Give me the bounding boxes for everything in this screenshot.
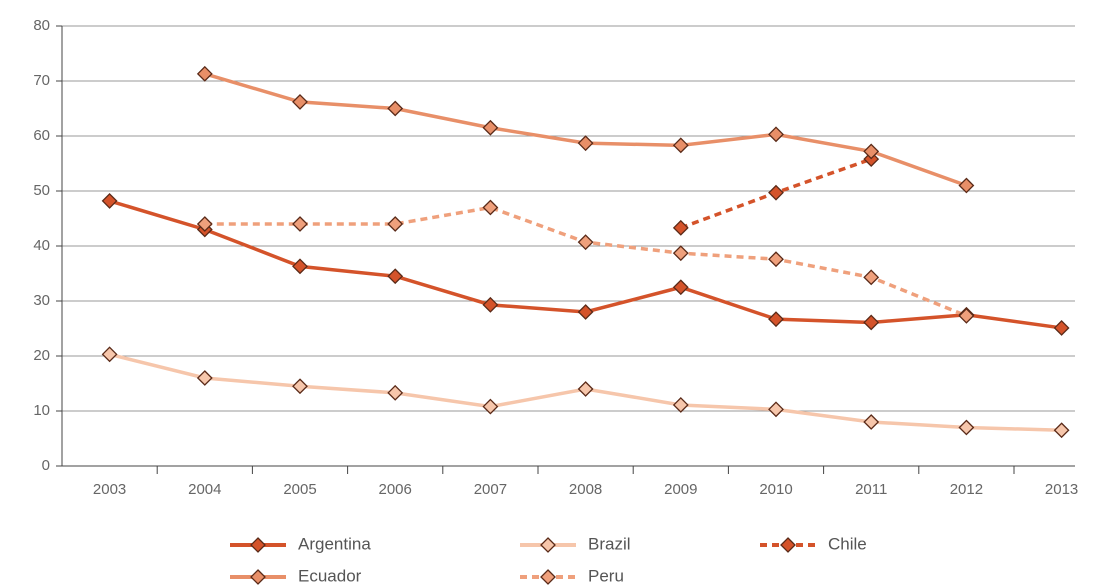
legend-marker <box>780 537 796 553</box>
point <box>958 307 975 324</box>
point <box>577 381 594 397</box>
point <box>292 93 308 110</box>
point <box>577 135 594 152</box>
y-tick-label: 10 <box>33 402 50 419</box>
x-tick-label: 2011 <box>855 481 887 498</box>
point <box>768 401 784 418</box>
point <box>387 268 404 285</box>
point <box>482 398 499 415</box>
point <box>292 216 308 232</box>
x-tick-label: 2004 <box>188 481 221 498</box>
point <box>768 184 784 201</box>
legend-marker <box>540 537 556 553</box>
x-tick-label: 2006 <box>379 481 412 498</box>
point <box>768 126 784 143</box>
point <box>101 346 118 363</box>
point <box>672 137 689 154</box>
legend-label: Ecuador <box>298 566 362 585</box>
point <box>672 219 689 236</box>
x-tick-label: 2012 <box>950 481 983 498</box>
x-tick-label: 2010 <box>759 481 792 498</box>
x-tick-label: 2005 <box>283 481 316 498</box>
x-tick-label: 2013 <box>1045 481 1078 498</box>
y-tick-label: 50 <box>33 182 50 199</box>
legend-label: Brazil <box>588 534 631 553</box>
y-tick-label: 30 <box>33 292 50 309</box>
point <box>482 119 499 136</box>
point <box>768 311 784 328</box>
x-tick-label: 2008 <box>569 481 602 498</box>
y-tick-label: 20 <box>33 347 50 364</box>
point <box>672 245 689 262</box>
legend-marker <box>250 569 266 585</box>
y-tick-label: 0 <box>42 457 50 474</box>
legend-marker <box>540 569 556 585</box>
point <box>482 199 499 216</box>
y-tick-label: 80 <box>33 17 50 34</box>
x-tick-label: 2003 <box>93 481 126 498</box>
point <box>292 378 308 395</box>
legend-marker <box>250 537 266 553</box>
y-tick-label: 70 <box>33 72 50 89</box>
point <box>1053 422 1070 439</box>
point <box>863 143 880 160</box>
legend-label: Chile <box>828 534 867 553</box>
point <box>958 419 975 436</box>
point <box>482 296 499 313</box>
series-line <box>204 205 968 318</box>
point <box>768 251 784 268</box>
point <box>958 177 975 194</box>
point <box>863 314 880 331</box>
point <box>577 234 594 251</box>
point <box>387 384 404 401</box>
series-line <box>204 72 967 188</box>
point <box>672 397 689 413</box>
point <box>101 192 118 209</box>
point <box>1053 320 1070 336</box>
y-tick-label: 60 <box>33 127 50 144</box>
legend-label: Argentina <box>298 534 371 553</box>
point <box>863 414 880 430</box>
x-tick-label: 2007 <box>474 481 507 498</box>
point <box>196 65 213 82</box>
legend-label: Peru <box>588 566 624 585</box>
point <box>387 216 404 232</box>
point <box>577 304 594 320</box>
point <box>387 100 404 117</box>
point <box>196 370 213 386</box>
point <box>672 279 689 296</box>
x-tick-label: 2009 <box>664 481 697 498</box>
point <box>292 258 308 275</box>
y-tick-label: 40 <box>33 237 50 254</box>
point <box>863 269 880 286</box>
point <box>196 216 213 232</box>
